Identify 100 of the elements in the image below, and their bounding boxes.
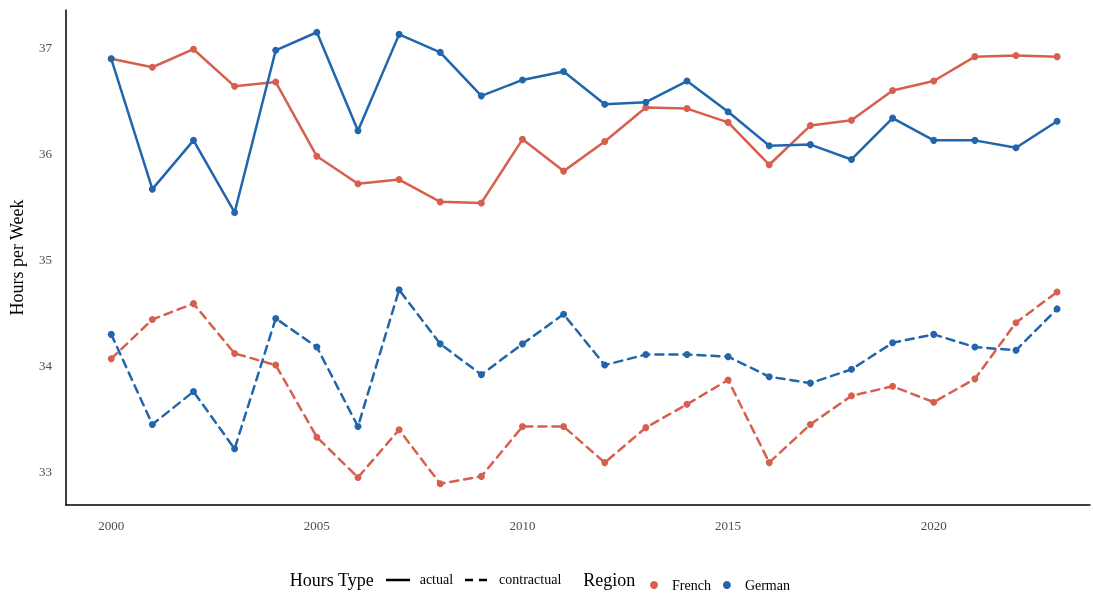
x-tick-label: 2020: [920, 518, 947, 533]
point: [395, 286, 403, 294]
text: actual: [419, 572, 454, 588]
point: [889, 114, 897, 122]
point: [313, 152, 321, 160]
point: [847, 155, 855, 163]
legend-label: German: [744, 577, 790, 593]
point: [272, 78, 280, 86]
point: [148, 420, 156, 428]
x-tick-label: 2000: [98, 518, 125, 533]
point: [642, 98, 650, 106]
point: [477, 199, 485, 207]
point: [189, 45, 197, 53]
text: contractual: [499, 572, 562, 588]
text: Region: [583, 569, 636, 590]
legend-label: French: [672, 577, 711, 593]
y-tick-label: 36: [39, 145, 53, 161]
point: [1012, 144, 1020, 152]
point: [847, 116, 855, 124]
point: [765, 161, 773, 169]
point: [272, 314, 280, 322]
point: [889, 339, 897, 347]
point: [354, 423, 362, 431]
point: [560, 310, 568, 318]
point: [189, 136, 197, 144]
point: [889, 382, 897, 390]
point: [148, 316, 156, 324]
point: [1012, 319, 1020, 327]
y-tick-label: 35: [39, 251, 52, 267]
point: [683, 400, 691, 408]
point: [889, 87, 897, 95]
point: [930, 77, 938, 85]
point: [971, 53, 979, 61]
point: [313, 343, 321, 351]
point: [642, 424, 650, 432]
x-tick-label: 2005: [303, 518, 330, 533]
point: [601, 459, 609, 467]
point: [477, 92, 485, 100]
point: [395, 30, 403, 38]
x-tick-label: 2015: [715, 518, 742, 533]
point: [107, 330, 115, 338]
point: [272, 46, 280, 54]
point: [518, 423, 526, 431]
point: [231, 445, 239, 453]
point: [806, 420, 814, 428]
point: [395, 176, 403, 184]
point: [806, 379, 814, 387]
point: [971, 343, 979, 351]
point: [683, 105, 691, 113]
point: [189, 388, 197, 396]
point: [354, 473, 362, 481]
point: [930, 136, 938, 144]
point: [436, 480, 444, 488]
point: [518, 135, 526, 143]
point: [436, 198, 444, 206]
point: [765, 459, 773, 467]
point: [1053, 117, 1061, 125]
point: [724, 108, 732, 116]
point: [354, 127, 362, 135]
point: [642, 350, 650, 358]
point: [231, 82, 239, 90]
point: [518, 340, 526, 348]
point: [395, 426, 403, 434]
point: [765, 142, 773, 150]
point: [477, 472, 485, 480]
y-tick-label: 33: [39, 463, 52, 479]
point: [601, 361, 609, 369]
point: [806, 122, 814, 130]
point: [683, 350, 691, 358]
y-tick-label: 34: [39, 357, 53, 373]
point: [560, 167, 568, 175]
point: [1012, 346, 1020, 354]
point: [436, 48, 444, 56]
point: [560, 423, 568, 431]
point: [847, 365, 855, 373]
point: [806, 141, 814, 149]
point: [1053, 53, 1061, 61]
point: [107, 355, 115, 363]
point: [313, 28, 321, 36]
point: [477, 371, 485, 379]
point: [971, 375, 979, 383]
point: [765, 373, 773, 381]
point: [601, 100, 609, 108]
point: [560, 67, 568, 75]
point: [724, 353, 732, 361]
point: [272, 361, 280, 369]
point: [518, 76, 526, 84]
point: [724, 118, 732, 126]
point: [354, 180, 362, 188]
point: [971, 136, 979, 144]
point: [601, 137, 609, 145]
point: [148, 63, 156, 71]
point: [847, 392, 855, 400]
point: [189, 300, 197, 308]
point: [436, 340, 444, 348]
point: [313, 433, 321, 441]
text: Hours Type: [289, 569, 374, 590]
point: [1012, 52, 1020, 60]
point: [231, 349, 239, 357]
point: [231, 208, 239, 216]
